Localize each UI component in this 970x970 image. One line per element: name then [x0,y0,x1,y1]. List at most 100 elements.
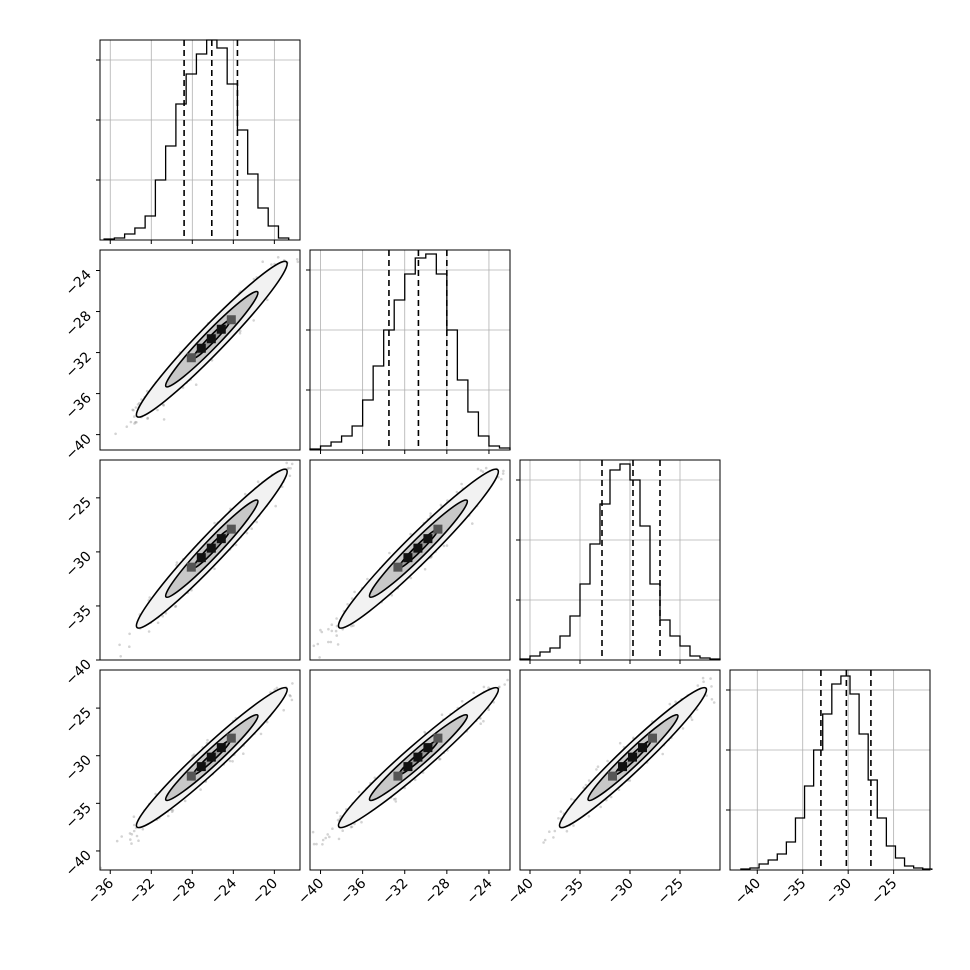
scatter-point [479,722,483,725]
x-tick-label: −35 [777,876,809,908]
density-block [196,762,206,772]
scatter-point [238,331,242,335]
scatter-point [119,655,122,658]
x-tick-label: −32 [126,876,158,908]
scatter-point [228,759,232,763]
panel-frame [99,39,301,241]
scatter-point [330,629,334,633]
panel-2-1 [309,459,511,661]
scatter-point [242,752,245,755]
scatter-point [320,630,324,634]
scatter-point [472,691,476,694]
panel-3-0: −40−35−30−25−36 −32 −28 −24 −20 [63,669,301,908]
scatter-point [296,260,300,264]
x-tick-label: −36 [85,875,117,907]
density-block [206,752,216,762]
histogram-steps [740,675,933,870]
density-block [226,315,236,325]
scatter-point [357,790,361,794]
scatter-point [162,418,166,421]
scatter-point [132,408,135,412]
scatter-point [167,814,170,818]
panel-3-3: −40 −35 −30 −25 [726,669,933,908]
scatter-point [290,698,294,702]
y-tick-label: −40 [63,657,95,689]
scatter-point [321,843,324,846]
y-tick-label: −40 [63,431,95,463]
scatter-point [331,827,334,830]
panel-1-0: −40−36−32−28−24 [63,249,301,463]
scatter-point [128,645,131,648]
density-block [186,353,196,363]
scatter-point [316,642,320,646]
scatter-point [213,567,216,571]
scatter-point [250,527,253,530]
density-block [393,562,403,572]
density-block [413,543,423,553]
y-tick-label: −25 [63,705,95,737]
panel-frame [99,249,301,451]
scatter-point [288,474,292,478]
histogram-steps [519,463,721,660]
scatter-point [285,461,289,465]
scatter-point [148,596,151,599]
y-tick-label: −35 [63,800,95,832]
scatter-point [162,404,165,407]
scatter-point [312,644,316,648]
scatter-point [282,708,286,712]
scatter-point [423,567,427,571]
scatter-point [366,577,369,581]
scatter-point [502,469,505,473]
scatter-point [156,621,160,625]
scatter-point [471,522,474,525]
scatter-point [128,632,131,636]
scatter-point [353,590,356,594]
scatter-point [146,416,150,420]
density-block [186,562,196,572]
scatter-point [261,260,265,264]
scatter-point [276,255,280,259]
histogram-steps [103,39,290,240]
panel-0-0 [96,39,301,244]
scatter-point [349,825,353,829]
density-block [226,524,236,534]
scatter-point [346,603,349,606]
x-tick-label: −28 [167,876,199,908]
scatter-point [129,420,133,424]
scatter-point [334,629,338,633]
scatter-point [266,298,269,302]
y-tick-label: −40 [63,847,95,879]
scatter-point [133,422,136,425]
scatter-point [256,480,260,484]
scatter-point [289,694,292,698]
scatter-point [329,640,333,644]
scatter-point [183,799,187,803]
histogram-steps [309,253,511,450]
density-block [186,771,196,781]
scatter-point [337,837,341,841]
panel-3-1: −40 −36 −32 −28 −24 [295,669,511,908]
scatter-point [388,551,391,555]
scatter-point [291,682,294,685]
scatter-point [440,713,444,716]
density-block [196,553,206,563]
panel-1-1 [306,249,511,454]
scatter-point [134,406,138,409]
scatter-point [134,420,137,424]
scatter-point [321,838,325,842]
scatter-point [482,719,485,723]
scatter-point [145,389,149,393]
scatter-point [445,544,449,547]
scatter-point [175,561,179,564]
scatter-point [275,686,279,690]
scatter-point [120,835,123,838]
scatter-point [460,700,464,703]
density-block [206,334,216,344]
scatter-point [335,617,338,620]
density-block [206,543,216,553]
panel-2-2 [516,459,721,664]
scatter-point [335,634,339,637]
scatter-point [315,842,318,846]
scatter-point [174,605,177,608]
